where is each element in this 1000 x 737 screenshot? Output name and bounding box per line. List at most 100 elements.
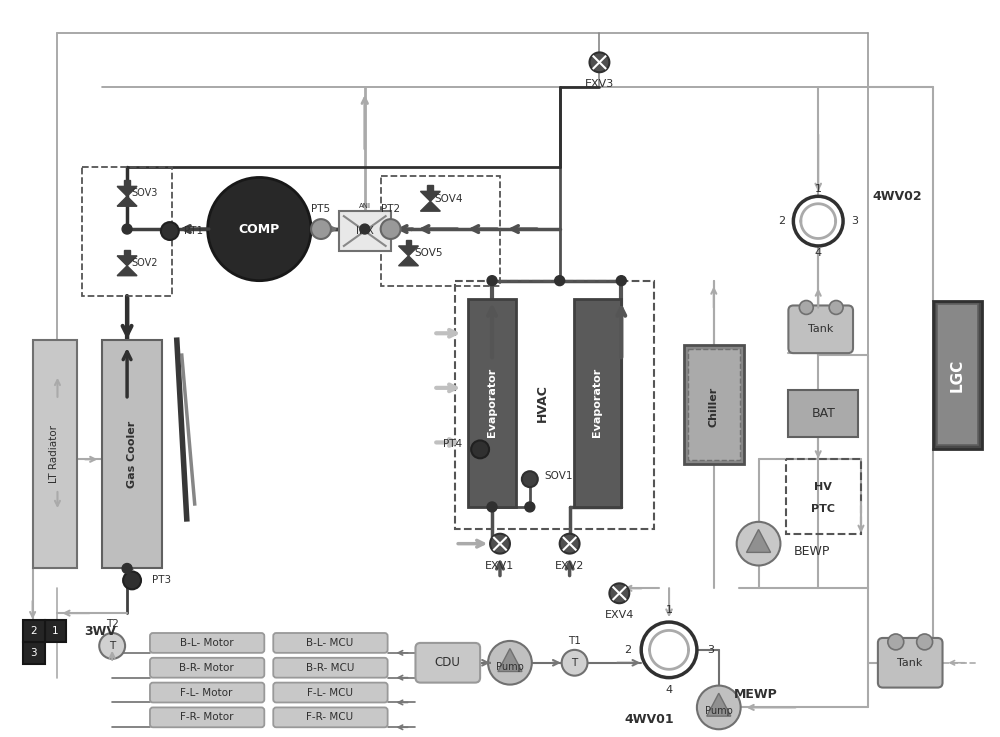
Bar <box>788 390 858 438</box>
Text: 1: 1 <box>815 184 822 195</box>
Polygon shape <box>399 256 418 266</box>
Text: B-R- Motor: B-R- Motor <box>179 663 234 673</box>
Text: ANI: ANI <box>359 203 371 209</box>
Text: 4WV01: 4WV01 <box>624 713 674 726</box>
Bar <box>688 349 740 461</box>
Circle shape <box>122 224 132 234</box>
Circle shape <box>562 650 588 676</box>
Bar <box>82 167 172 296</box>
Text: MEWP: MEWP <box>734 688 777 701</box>
Bar <box>23 642 45 664</box>
Circle shape <box>360 224 370 234</box>
Text: SOV3: SOV3 <box>132 189 158 198</box>
Text: T2: T2 <box>106 619 119 629</box>
FancyBboxPatch shape <box>273 633 388 653</box>
Circle shape <box>560 534 580 553</box>
Text: SOV5: SOV5 <box>414 248 443 258</box>
Text: Tank: Tank <box>897 657 922 668</box>
Circle shape <box>799 301 813 315</box>
Text: Pump: Pump <box>705 706 733 716</box>
Text: F-R- MCU: F-R- MCU <box>306 713 354 722</box>
Text: 4WV02: 4WV02 <box>873 190 923 203</box>
Text: SOV4: SOV4 <box>434 195 463 204</box>
FancyBboxPatch shape <box>273 708 388 727</box>
FancyBboxPatch shape <box>150 682 264 702</box>
Text: EXV3: EXV3 <box>585 79 614 89</box>
Bar <box>574 298 621 507</box>
Text: T: T <box>571 657 578 668</box>
Polygon shape <box>399 246 418 256</box>
Text: 4: 4 <box>665 685 673 694</box>
Text: B-L- MCU: B-L- MCU <box>306 638 354 648</box>
Bar <box>406 240 411 246</box>
Circle shape <box>829 301 843 315</box>
Circle shape <box>525 502 535 512</box>
Text: PTC: PTC <box>811 504 835 514</box>
Bar <box>933 301 982 450</box>
Text: B-L- Motor: B-L- Motor <box>180 638 233 648</box>
Circle shape <box>123 571 141 590</box>
Bar <box>339 212 391 251</box>
FancyBboxPatch shape <box>273 658 388 677</box>
Circle shape <box>888 634 904 650</box>
Bar <box>937 304 978 445</box>
Bar <box>45 620 66 642</box>
Text: Tank: Tank <box>808 324 833 335</box>
Circle shape <box>161 222 179 240</box>
Bar <box>455 281 654 528</box>
Text: BEWP: BEWP <box>793 545 830 558</box>
Polygon shape <box>117 266 137 276</box>
FancyBboxPatch shape <box>273 682 388 702</box>
Text: F-L- MCU: F-L- MCU <box>307 688 353 697</box>
Text: CDU: CDU <box>434 656 460 669</box>
Bar <box>468 298 516 507</box>
Circle shape <box>917 634 933 650</box>
Text: 3WV: 3WV <box>84 624 116 638</box>
Text: 2: 2 <box>624 645 631 655</box>
Text: PT2: PT2 <box>381 204 400 214</box>
Text: EXV4: EXV4 <box>605 610 634 620</box>
FancyBboxPatch shape <box>788 305 853 353</box>
Bar <box>124 181 130 186</box>
Text: B-R- MCU: B-R- MCU <box>306 663 354 673</box>
Text: 2: 2 <box>30 626 37 636</box>
Text: 2: 2 <box>778 216 785 226</box>
Circle shape <box>793 196 843 246</box>
Text: BAT: BAT <box>811 407 835 420</box>
Text: F-R- Motor: F-R- Motor <box>180 713 233 722</box>
Text: T: T <box>109 641 115 651</box>
Circle shape <box>381 219 401 239</box>
Text: EXV1: EXV1 <box>485 561 515 570</box>
Text: HV: HV <box>814 482 832 492</box>
Bar <box>381 176 500 286</box>
Circle shape <box>487 502 497 512</box>
Circle shape <box>697 685 741 729</box>
Text: COMP: COMP <box>239 223 280 236</box>
Polygon shape <box>420 192 440 201</box>
Text: 4: 4 <box>815 248 822 258</box>
Text: HVAC: HVAC <box>536 384 549 422</box>
Text: T1: T1 <box>568 636 581 646</box>
Text: Evaporator: Evaporator <box>487 368 497 437</box>
Text: SOV2: SOV2 <box>132 258 158 268</box>
Circle shape <box>208 178 311 281</box>
FancyBboxPatch shape <box>878 638 943 688</box>
FancyBboxPatch shape <box>150 708 264 727</box>
Bar <box>23 620 45 642</box>
Bar <box>684 345 744 464</box>
Polygon shape <box>117 196 137 206</box>
FancyBboxPatch shape <box>150 633 264 653</box>
Bar <box>33 340 77 568</box>
FancyBboxPatch shape <box>415 643 480 682</box>
Text: Evaporator: Evaporator <box>592 368 602 437</box>
Text: Gas Cooler: Gas Cooler <box>127 421 137 488</box>
Text: F-L- Motor: F-L- Motor <box>180 688 233 697</box>
FancyBboxPatch shape <box>150 658 264 677</box>
Text: 3: 3 <box>852 216 859 226</box>
Text: SOV1: SOV1 <box>545 471 573 481</box>
Text: LT Radiator: LT Radiator <box>49 425 59 483</box>
Text: EXV2: EXV2 <box>555 561 584 570</box>
Bar <box>102 340 162 568</box>
Text: Pump: Pump <box>496 662 524 671</box>
Text: PT1: PT1 <box>184 226 203 236</box>
